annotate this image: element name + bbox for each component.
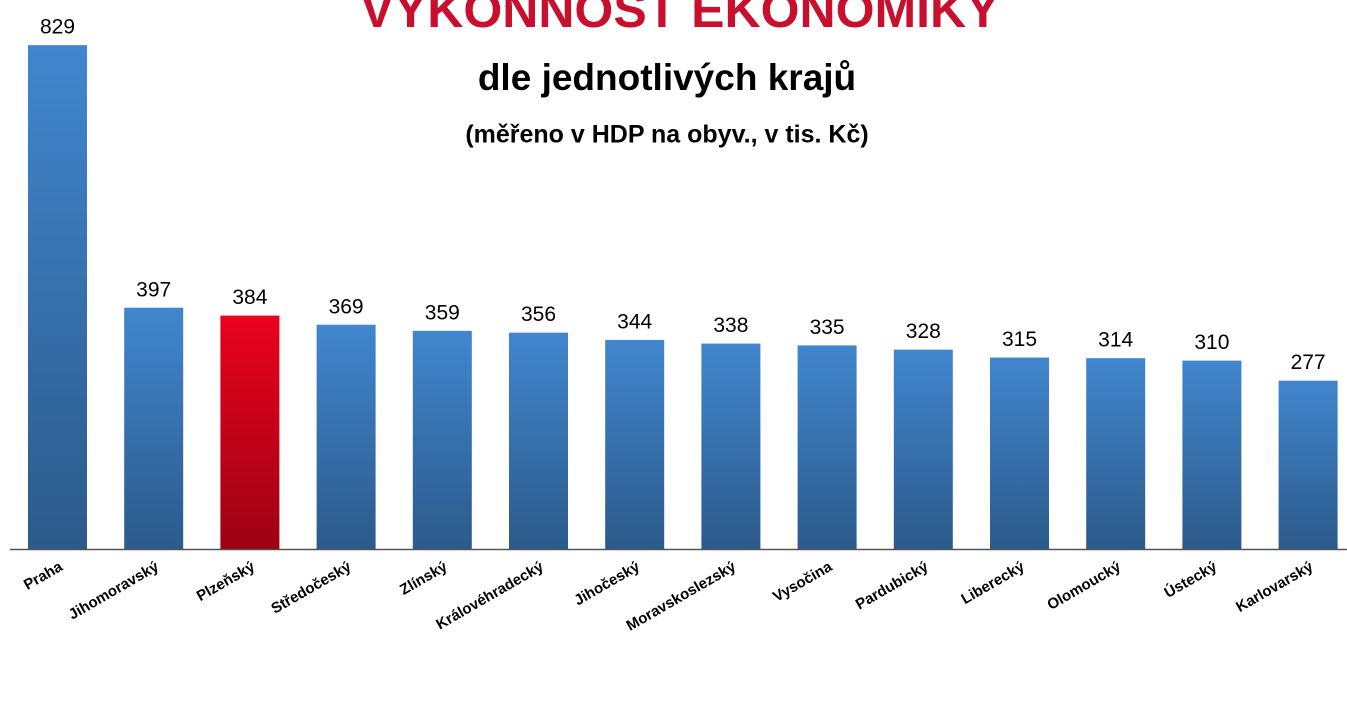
bar xyxy=(316,324,376,549)
value-label: 335 xyxy=(810,316,845,339)
bar xyxy=(220,315,280,549)
bar xyxy=(605,339,665,549)
bar xyxy=(893,349,953,549)
value-label: 328 xyxy=(906,320,941,343)
bar xyxy=(1278,380,1338,549)
bar xyxy=(124,307,184,549)
value-label: 344 xyxy=(617,310,652,333)
x-tick-label: Královéhradecký xyxy=(433,558,547,634)
bar xyxy=(1182,360,1242,549)
value-label: 338 xyxy=(713,314,748,337)
x-tick-label: Pardubický xyxy=(853,558,932,613)
bar xyxy=(797,345,857,549)
value-label: 369 xyxy=(329,295,364,318)
x-tick-label: Praha xyxy=(21,558,66,594)
bar xyxy=(412,330,472,549)
x-tick-label: Karlovarský xyxy=(1233,558,1316,616)
value-label: 277 xyxy=(1291,351,1326,374)
value-label: 310 xyxy=(1194,331,1229,354)
value-label: 829 xyxy=(40,16,75,39)
value-label: 356 xyxy=(521,303,556,326)
bar xyxy=(509,332,568,549)
value-label: 314 xyxy=(1098,329,1133,352)
x-tick-label: Plzeňský xyxy=(194,558,259,605)
bar xyxy=(1086,358,1146,549)
x-tick-label: Vysočina xyxy=(770,558,836,606)
x-tick-label: Moravskoslezský xyxy=(624,558,740,635)
value-label: 359 xyxy=(425,301,460,324)
bar xyxy=(28,45,87,549)
x-tick-label: Jihomoravský xyxy=(66,558,162,623)
chart-subtitle: dle jednotlivých krajů xyxy=(478,57,856,98)
bar xyxy=(701,343,761,549)
value-label: 315 xyxy=(1002,328,1037,351)
chart-subtitle-2: (měřeno v HDP na obyv., v tis. Kč) xyxy=(465,121,868,149)
x-tick-label: Ústecký xyxy=(1161,557,1220,602)
x-tick-label: Liberecký xyxy=(958,558,1028,608)
value-label: 384 xyxy=(232,286,267,309)
x-tick-label: Zlínský xyxy=(397,558,451,599)
chart-title: VÝKONNOST EKONOMIKY xyxy=(361,0,1000,38)
x-tick-label: Středočeský xyxy=(268,558,354,618)
bar xyxy=(990,357,1049,549)
x-tick-label: Olomoucký xyxy=(1044,558,1124,614)
value-label: 397 xyxy=(136,278,171,301)
x-tick-label: Jihočeský xyxy=(571,558,643,609)
